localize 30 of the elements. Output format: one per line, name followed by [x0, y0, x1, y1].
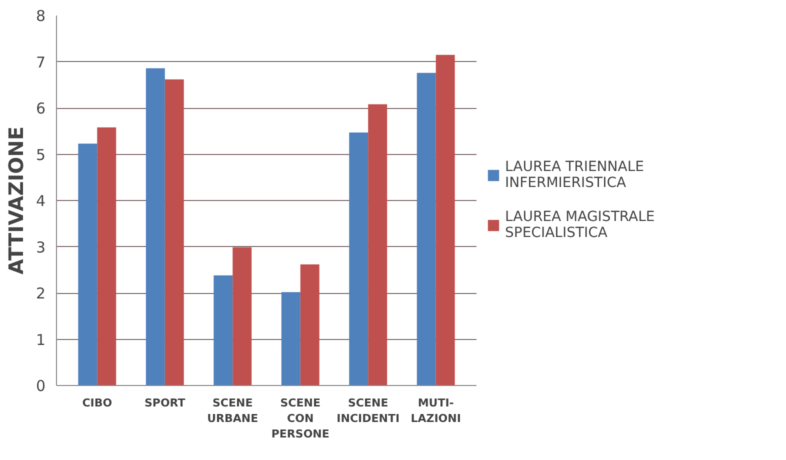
y-tick-label: 1 [36, 330, 46, 349]
bar [368, 104, 388, 386]
y-tick-label: 5 [36, 146, 46, 164]
x-tick-label: SCENE CON PERSONE [271, 396, 330, 441]
bar [214, 275, 233, 386]
bar [349, 132, 368, 386]
y-axis-title: ATTIVAZIONE [4, 126, 28, 275]
bar [164, 79, 184, 386]
bar [436, 54, 455, 386]
bar [300, 264, 320, 386]
bar [146, 68, 165, 386]
x-tick-label: SCENE URBANE [207, 396, 258, 426]
bar [416, 72, 436, 386]
y-tick-label: 0 [36, 377, 46, 395]
y-tick-label: 4 [36, 192, 46, 210]
y-tick-label: 6 [36, 100, 46, 118]
x-tick-label: MUTI- LAZIONI [410, 396, 461, 426]
bar [232, 247, 252, 386]
x-tick-label: SCENE INCIDENTI [336, 396, 400, 426]
y-tick-label: 7 [36, 53, 46, 72]
bar [281, 292, 300, 386]
x-tick-label: CIBO [82, 396, 112, 410]
y-tick-label: 2 [36, 284, 46, 302]
bar [78, 144, 98, 386]
x-tick-label: SPORT [144, 396, 186, 410]
y-tick-label: 8 [36, 7, 46, 25]
legend-label: LAUREA MAGISTRALE SPECIALISTICA [505, 209, 655, 241]
legend-label: LAUREA TRIENNALE INFERMIERISTICA [505, 159, 644, 191]
y-tick-label: 3 [36, 238, 46, 256]
bar [97, 127, 116, 386]
